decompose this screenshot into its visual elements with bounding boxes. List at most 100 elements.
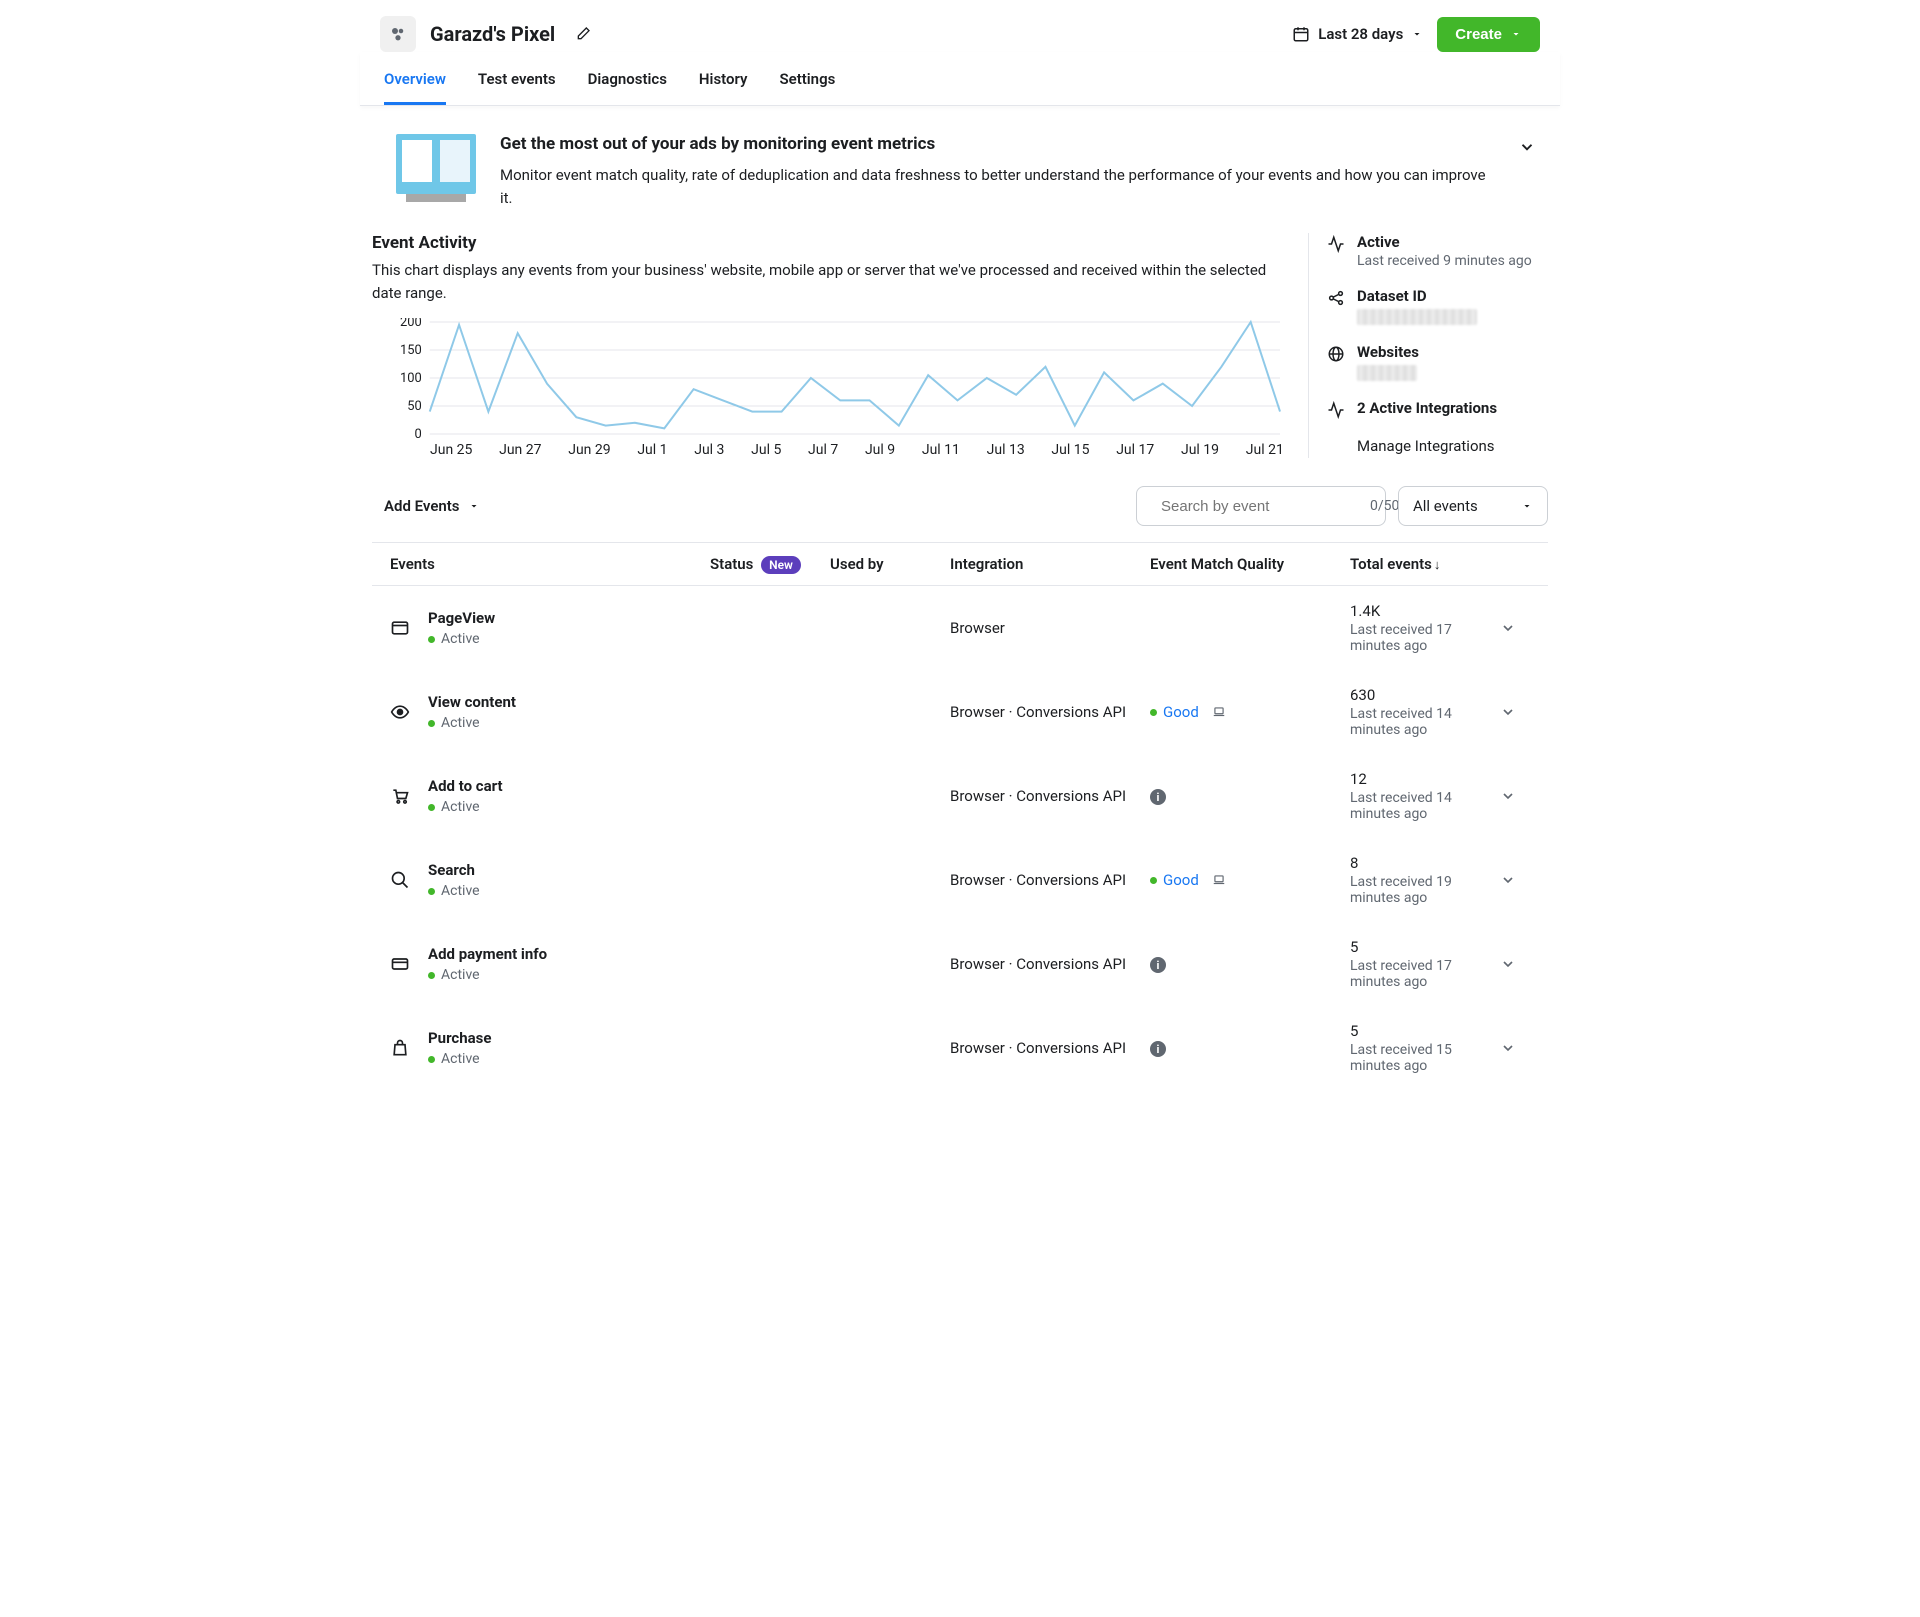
row-expand[interactable]	[1500, 1040, 1530, 1056]
bag-icon	[390, 1038, 410, 1058]
search-filter-wrap: 0/50 All events	[1136, 486, 1548, 526]
chart-x-label: Jul 19	[1181, 442, 1219, 458]
search-input[interactable]	[1161, 498, 1360, 515]
chevron-down-icon	[1510, 28, 1522, 40]
row-expand[interactable]	[1500, 620, 1530, 636]
activity-icon	[1327, 235, 1345, 253]
sidebar-dataset-label: Dataset ID	[1357, 287, 1477, 305]
table-row[interactable]: Add to cart Active Browser · Conversions…	[372, 754, 1548, 838]
pixel-icon	[380, 16, 416, 52]
row-expand[interactable]	[1500, 788, 1530, 804]
col-integration: Integration	[950, 555, 1150, 573]
date-range-selector[interactable]: Last 28 days	[1292, 25, 1423, 43]
info-title: Get the most out of your ads by monitori…	[500, 134, 1490, 154]
activity-chart: 050100150200	[390, 318, 1284, 438]
main-content: Event Activity This chart displays any e…	[360, 233, 1560, 458]
row-expand[interactable]	[1500, 872, 1530, 888]
info-icon[interactable]: i	[1150, 1041, 1166, 1057]
date-range-label: Last 28 days	[1318, 25, 1403, 43]
event-integration: Browser · Conversions API	[950, 955, 1150, 973]
event-total: 5	[1350, 938, 1500, 956]
info-icon[interactable]: i	[1150, 789, 1166, 805]
row-expand[interactable]	[1500, 704, 1530, 720]
row-expand[interactable]	[1500, 956, 1530, 972]
tab-test-events[interactable]: Test events	[478, 70, 556, 105]
table-row[interactable]: Add payment info Active Browser · Conver…	[372, 922, 1548, 1006]
create-label: Create	[1455, 26, 1502, 43]
table-header: Events Status New Used by Integration Ev…	[372, 542, 1548, 586]
sidebar-active-label: Active	[1357, 233, 1532, 251]
event-name: Add payment info	[428, 945, 547, 963]
sidebar-integrations: 2 Active Integrations	[1327, 399, 1548, 419]
svg-text:150: 150	[400, 343, 422, 358]
table-row[interactable]: Search Active Browser · Conversions API …	[372, 838, 1548, 922]
chart-x-label: Jul 11	[922, 442, 960, 458]
table-row[interactable]: Purchase Active Browser · Conversions AP…	[372, 1006, 1548, 1090]
event-integration: Browser · Conversions API	[950, 871, 1150, 889]
share-icon	[1327, 289, 1345, 307]
header: Garazd's Pixel Last 28 days Create	[360, 0, 1560, 52]
event-total: 1.4K	[1350, 602, 1500, 620]
sidebar-websites: Websites	[1327, 343, 1548, 381]
col-usedby: Used by	[830, 555, 950, 573]
search-count: 0/50	[1370, 498, 1399, 514]
tab-settings[interactable]: Settings	[779, 70, 835, 105]
chart-x-label: Jun 27	[499, 442, 541, 458]
svg-text:200: 200	[400, 318, 422, 330]
event-name: Search	[428, 861, 480, 879]
chart-x-label: Jul 1	[637, 442, 667, 458]
chart-x-label: Jun 29	[568, 442, 610, 458]
chart-x-label: Jul 5	[751, 442, 781, 458]
table-row[interactable]: PageView Active Browser 1.4K Last receiv…	[372, 586, 1548, 670]
edit-icon[interactable]	[575, 26, 591, 42]
event-name: Purchase	[428, 1029, 491, 1047]
chart-x-label: Jul 17	[1116, 442, 1154, 458]
tab-overview[interactable]: Overview	[384, 70, 446, 105]
event-total-sub: Last received 14 minutes ago	[1350, 706, 1480, 738]
col-events: Events	[390, 555, 710, 573]
chart-x-label: Jul 21	[1246, 442, 1284, 458]
col-status: Status New	[710, 555, 830, 573]
new-badge: New	[761, 556, 801, 574]
event-filter-select[interactable]: All events	[1398, 486, 1548, 526]
manage-integrations-link[interactable]: Manage Integrations	[1357, 437, 1548, 455]
tab-history[interactable]: History	[699, 70, 748, 105]
sidebar-websites-label: Websites	[1357, 343, 1419, 361]
svg-text:100: 100	[400, 371, 422, 386]
create-button[interactable]: Create	[1437, 17, 1540, 52]
event-status: Active	[428, 1051, 491, 1067]
col-total[interactable]: Total events↓	[1350, 555, 1500, 573]
activity-title: Event Activity	[372, 233, 1284, 253]
tab-diagnostics[interactable]: Diagnostics	[588, 70, 667, 105]
event-status: Active	[428, 715, 516, 731]
sidebar-active-sub: Last received 9 minutes ago	[1357, 253, 1532, 269]
tabs: Overview Test events Diagnostics History Set…	[360, 52, 1560, 106]
header-right: Last 28 days Create	[1292, 17, 1540, 52]
header-left: Garazd's Pixel	[380, 16, 591, 52]
info-expand[interactable]	[1514, 134, 1540, 160]
table-row[interactable]: View content Active Browser · Conversion…	[372, 670, 1548, 754]
info-text: Get the most out of your ads by monitori…	[500, 134, 1490, 209]
event-total-sub: Last received 17 minutes ago	[1350, 958, 1480, 990]
calendar-icon	[1292, 25, 1310, 43]
event-integration: Browser · Conversions API	[950, 1039, 1150, 1057]
sidebar-integrations-label: 2 Active Integrations	[1357, 399, 1497, 417]
info-icon[interactable]: i	[1150, 957, 1166, 973]
add-events-label: Add Events	[384, 497, 460, 515]
chevron-down-icon	[1411, 28, 1423, 40]
col-quality: Event Match Quality	[1150, 555, 1350, 573]
filter-label: All events	[1413, 497, 1478, 515]
svg-text:50: 50	[407, 399, 421, 414]
events-bar: Add Events 0/50 All events	[360, 458, 1560, 542]
event-name: View content	[428, 693, 516, 711]
chart-x-label: Jun 25	[430, 442, 472, 458]
info-banner: Get the most out of your ads by monitori…	[396, 134, 1540, 209]
chart-x-label: Jul 15	[1051, 442, 1089, 458]
eye-icon	[390, 702, 410, 722]
chevron-down-icon	[1521, 500, 1533, 512]
event-status: Active	[428, 883, 480, 899]
search-box[interactable]: 0/50	[1136, 486, 1386, 526]
add-events-button[interactable]: Add Events	[384, 497, 480, 515]
info-desc: Monitor event match quality, rate of ded…	[500, 164, 1490, 209]
card-icon	[390, 954, 410, 974]
